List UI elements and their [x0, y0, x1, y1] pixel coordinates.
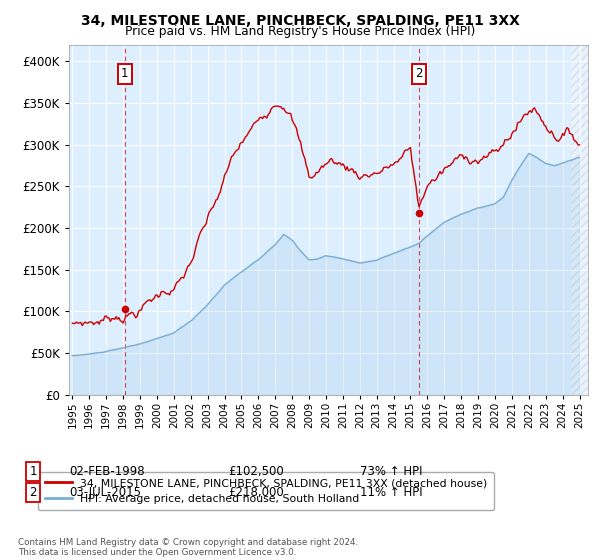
Text: £102,500: £102,500 — [228, 465, 284, 478]
Text: 2: 2 — [29, 486, 37, 500]
Text: 1: 1 — [121, 67, 128, 81]
Text: 73% ↑ HPI: 73% ↑ HPI — [360, 465, 422, 478]
Legend: 34, MILESTONE LANE, PINCHBECK, SPALDING, PE11 3XX (detached house), HPI: Average: 34, MILESTONE LANE, PINCHBECK, SPALDING,… — [38, 472, 494, 510]
Text: 03-JUL-2015: 03-JUL-2015 — [69, 486, 141, 500]
Text: 1: 1 — [29, 465, 37, 478]
Text: Price paid vs. HM Land Registry's House Price Index (HPI): Price paid vs. HM Land Registry's House … — [125, 25, 475, 38]
Text: 02-FEB-1998: 02-FEB-1998 — [69, 465, 145, 478]
Text: 11% ↑ HPI: 11% ↑ HPI — [360, 486, 422, 500]
Text: Contains HM Land Registry data © Crown copyright and database right 2024.
This d: Contains HM Land Registry data © Crown c… — [18, 538, 358, 557]
Text: £218,000: £218,000 — [228, 486, 284, 500]
Bar — [571, 45, 588, 395]
Text: 2: 2 — [415, 67, 422, 81]
Text: 34, MILESTONE LANE, PINCHBECK, SPALDING, PE11 3XX: 34, MILESTONE LANE, PINCHBECK, SPALDING,… — [80, 14, 520, 28]
